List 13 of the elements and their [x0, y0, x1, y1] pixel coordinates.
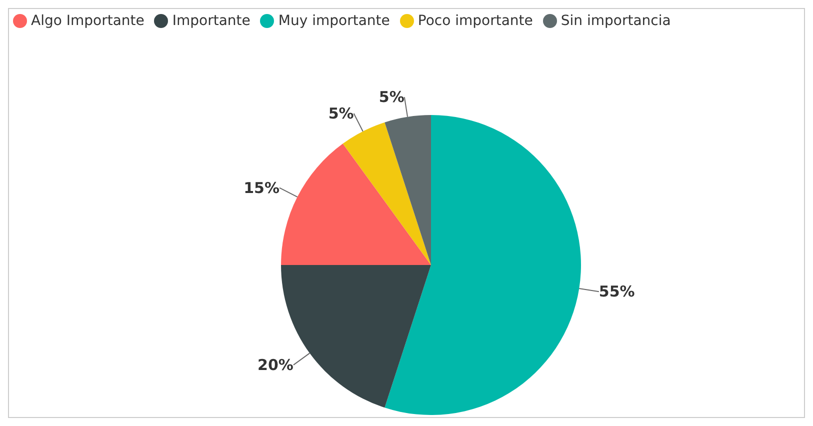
- legend-label: Importante: [172, 13, 250, 29]
- data-label: 5%: [378, 88, 404, 106]
- pie-slice: [281, 144, 431, 265]
- data-label: 5%: [328, 104, 354, 123]
- data-label: 20%: [258, 356, 294, 374]
- pie-slice: [384, 115, 581, 415]
- legend-label: Algo Importante: [31, 13, 144, 29]
- legend-label: Muy importante: [278, 13, 390, 29]
- legend-label: Poco importante: [418, 13, 533, 29]
- pie-slice: [342, 122, 431, 265]
- data-label: 55%: [598, 282, 635, 301]
- legend-label: Sin importancia: [560, 13, 671, 29]
- data-label: 15%: [244, 178, 280, 197]
